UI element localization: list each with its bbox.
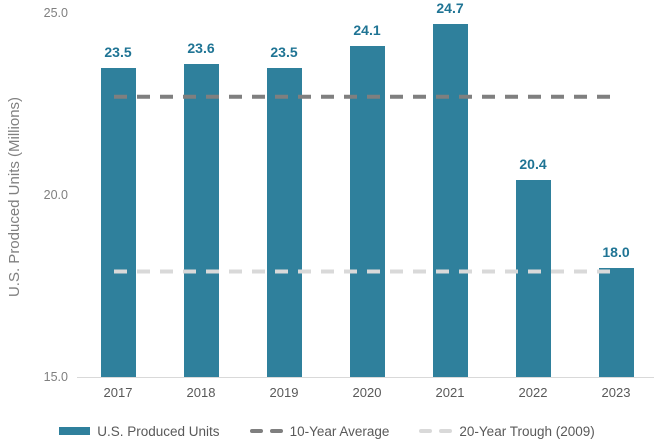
legend-label: U.S. Produced Units	[97, 423, 220, 439]
bar-value-label: 24.7	[436, 0, 464, 16]
bar-2022	[515, 180, 551, 377]
y-tick-label: 20.0	[43, 188, 68, 202]
bar-2019	[266, 67, 302, 377]
y-tick-label: 25.0	[43, 6, 68, 20]
bar-2020	[349, 45, 385, 377]
bar-2021	[432, 23, 468, 377]
bar-2023	[598, 267, 634, 377]
legend-item: 20-Year Trough (2009)	[419, 423, 595, 439]
legend: U.S. Produced Units 10-Year Average 20-Yea…	[0, 420, 654, 442]
legend-label: 10-Year Average	[289, 423, 390, 439]
legend-dash-swatch-icon	[249, 429, 283, 433]
x-axis-label: 2018	[186, 385, 216, 400]
dash-icon	[249, 429, 263, 433]
bar-value-label: 18.0	[602, 243, 630, 260]
dash-icon	[439, 429, 453, 433]
y-tick-label: 15.0	[43, 370, 68, 384]
legend-item: U.S. Produced Units	[59, 423, 220, 439]
bar-value-label: 23.5	[104, 43, 132, 60]
dash-icon	[419, 429, 433, 433]
legend-dash-swatch-icon	[419, 429, 453, 433]
x-axis-line	[77, 377, 654, 378]
x-axis-label: 2021	[435, 385, 465, 400]
bar-value-label: 20.4	[519, 156, 547, 173]
legend-bar-swatch-icon	[59, 427, 91, 435]
bar-value-label: 24.1	[353, 21, 381, 38]
x-axis-label: 2017	[103, 385, 133, 400]
bar-value-label: 23.6	[187, 39, 215, 56]
x-axis-label: 2023	[601, 385, 631, 400]
y-axis-title: U.S. Produced Units (Millions)	[6, 96, 23, 298]
dash-icon	[269, 429, 283, 433]
x-axis-label: 2019	[269, 385, 299, 400]
x-axis-label: 2020	[352, 385, 382, 400]
legend-item: 10-Year Average	[249, 423, 390, 439]
x-axis-label: 2022	[518, 385, 548, 400]
bar-value-label: 23.5	[270, 43, 298, 60]
legend-label: 20-Year Trough (2009)	[459, 423, 595, 439]
bar-2017	[100, 67, 136, 377]
bar-2018	[183, 63, 219, 377]
